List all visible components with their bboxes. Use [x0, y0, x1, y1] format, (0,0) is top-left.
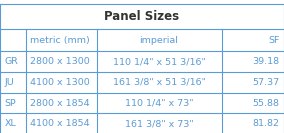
Text: metric (mm): metric (mm)	[30, 36, 89, 45]
Text: Panel Sizes: Panel Sizes	[105, 10, 179, 23]
Text: 2800 x 1854: 2800 x 1854	[30, 99, 89, 108]
Text: SP: SP	[4, 99, 16, 108]
Text: 57.37: 57.37	[252, 78, 280, 87]
Text: 110 1/4" x 51 3/16": 110 1/4" x 51 3/16"	[113, 57, 205, 66]
Text: 39.18: 39.18	[252, 57, 280, 66]
Text: 161 3/8" x 73": 161 3/8" x 73"	[125, 119, 193, 128]
Text: 81.82: 81.82	[253, 119, 280, 128]
Text: GR: GR	[4, 57, 18, 66]
Text: 161 3/8" x 51 3/16": 161 3/8" x 51 3/16"	[112, 78, 206, 87]
Text: JU: JU	[4, 78, 14, 87]
Text: 4100 x 1300: 4100 x 1300	[30, 78, 89, 87]
Text: 2800 x 1300: 2800 x 1300	[30, 57, 89, 66]
Text: 110 1/4" x 73": 110 1/4" x 73"	[125, 99, 193, 108]
Text: 4100 x 1854: 4100 x 1854	[30, 119, 89, 128]
Text: XL: XL	[4, 119, 16, 128]
Text: SF: SF	[268, 36, 280, 45]
Text: 55.88: 55.88	[253, 99, 280, 108]
Text: imperial: imperial	[140, 36, 178, 45]
